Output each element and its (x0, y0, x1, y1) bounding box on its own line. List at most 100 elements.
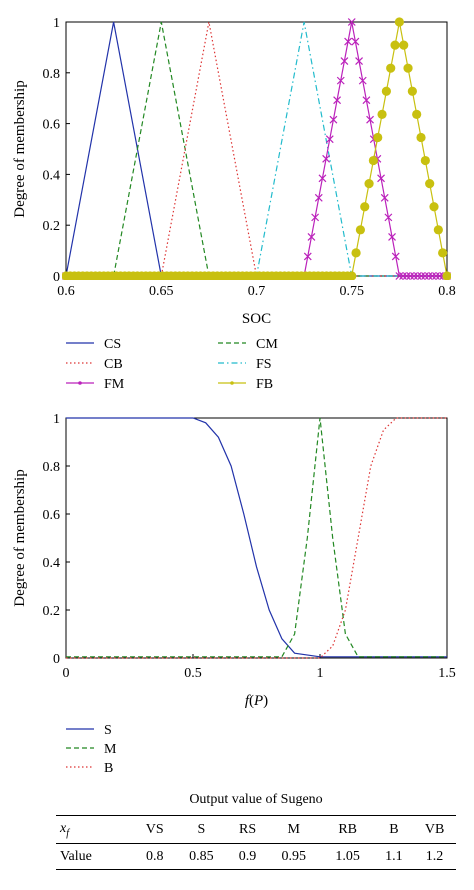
data-point (307, 232, 316, 241)
chart-2: 0 0.5 1 1.5 0 0.2 0.4 0.6 0.8 1 f(P) Degree of memb… (12, 412, 456, 776)
y-tick-label: 0.8 (43, 67, 61, 82)
x-tick-label: 0.65 (149, 284, 174, 299)
series-m (66, 417, 447, 658)
data-point (303, 252, 312, 261)
data-point (421, 272, 429, 280)
data-point (395, 272, 404, 280)
data-point (428, 272, 437, 280)
data-point (390, 40, 400, 50)
data-point (362, 96, 371, 105)
data-point (403, 63, 413, 73)
header-cell: VS (134, 815, 175, 844)
y-tick-label: 0.6 (43, 118, 61, 133)
data-point (355, 57, 364, 66)
data-point (442, 271, 451, 280)
data-point (336, 76, 345, 85)
data-point (386, 63, 396, 73)
data-point (380, 193, 389, 202)
data-point (333, 96, 342, 105)
data-point (391, 252, 400, 261)
data-point (394, 17, 404, 27)
data-point (399, 40, 409, 50)
series-line-fb (66, 21, 448, 277)
series-line-cs (65, 21, 447, 277)
table-title: Output value of Sugeno (189, 792, 323, 807)
data-point (399, 272, 407, 280)
header-cell: xf (56, 815, 135, 844)
data-point (373, 132, 383, 143)
data-point (377, 109, 387, 119)
data-point (384, 213, 393, 222)
table-cell: Value (56, 843, 135, 870)
legend-marker (230, 381, 234, 385)
header-cell: RS (228, 815, 267, 844)
y-tick-label: 1 (53, 412, 60, 427)
data-point (377, 174, 385, 183)
data-point (311, 213, 320, 222)
legend-entry-fm: FM (66, 377, 125, 392)
legend-marker (78, 381, 82, 385)
data-point (410, 272, 418, 280)
legend-entry-fs: FS (218, 357, 272, 372)
chart-1: 0.6 0.65 0.7 0.75 0.8 0 0.2 0.4 0.6 0.8 1 SOC Degree… (12, 16, 456, 392)
y-tick-label: 0.2 (43, 219, 61, 234)
data-point (433, 225, 443, 235)
series-line-fs (66, 21, 447, 277)
data-point (364, 179, 374, 189)
y-tick-label: 0.8 (43, 460, 61, 475)
data-point (344, 37, 353, 46)
data-point (347, 271, 357, 280)
sugeno-table: xf VS S RS M RB B VB Value 0.8 0.85 0.9 … (56, 815, 456, 870)
x-tick-label: 1.5 (438, 666, 456, 681)
legend-entry-s: S (66, 723, 112, 738)
data-point (325, 135, 334, 144)
header-cell: M (266, 815, 321, 844)
table-row: Value 0.8 0.85 0.9 0.95 1.05 1.1 1.2 (56, 843, 456, 870)
x-tick-label: 0.8 (438, 284, 456, 299)
x-tick-label: 0.5 (184, 666, 202, 681)
data-point (402, 272, 411, 280)
data-point (358, 76, 367, 85)
x-tick-label: 0.6 (57, 284, 75, 299)
legend-entry-cb: CB (66, 357, 123, 372)
data-point (388, 232, 396, 241)
series-line-s (66, 417, 447, 658)
series-line-cm (66, 21, 447, 277)
legend-entry-m: M (66, 742, 117, 757)
legend-entry-cs: CS (66, 337, 121, 352)
legend-label: FS (256, 357, 272, 372)
data-point (413, 272, 422, 280)
data-point (381, 86, 391, 96)
data-point (347, 18, 356, 26)
x-tick-label: 0.7 (248, 284, 266, 299)
table-cell: 1.05 (320, 843, 375, 870)
table-cell: 0.85 (174, 843, 229, 870)
series-line-cb (66, 21, 447, 277)
data-point (407, 86, 417, 96)
y-tick-label: 1 (53, 16, 60, 31)
legend-label: CS (104, 337, 121, 352)
header-cell: S (174, 815, 229, 844)
x-axis-label: SOC (242, 311, 271, 327)
legend-label: FB (256, 377, 273, 392)
data-point (406, 272, 415, 280)
series-line-fm (66, 21, 447, 277)
data-point (340, 57, 349, 66)
series-cm (66, 21, 447, 277)
y-tick-label: 0.6 (43, 508, 61, 523)
legend-label: S (104, 723, 112, 738)
y-tick-label: 0 (53, 270, 60, 285)
data-point (417, 272, 426, 280)
x-tick-label: 0.75 (340, 284, 365, 299)
data-point (429, 202, 439, 212)
series-cs (65, 21, 447, 277)
data-point (425, 179, 435, 189)
header-cell: VB (413, 815, 456, 844)
table-cell: 0.95 (266, 843, 321, 870)
data-point (366, 115, 374, 124)
y-tick-label: 0.4 (43, 556, 61, 571)
y-tick-label: 0.2 (43, 604, 61, 619)
data-point (438, 248, 448, 258)
series-cb (66, 21, 447, 277)
